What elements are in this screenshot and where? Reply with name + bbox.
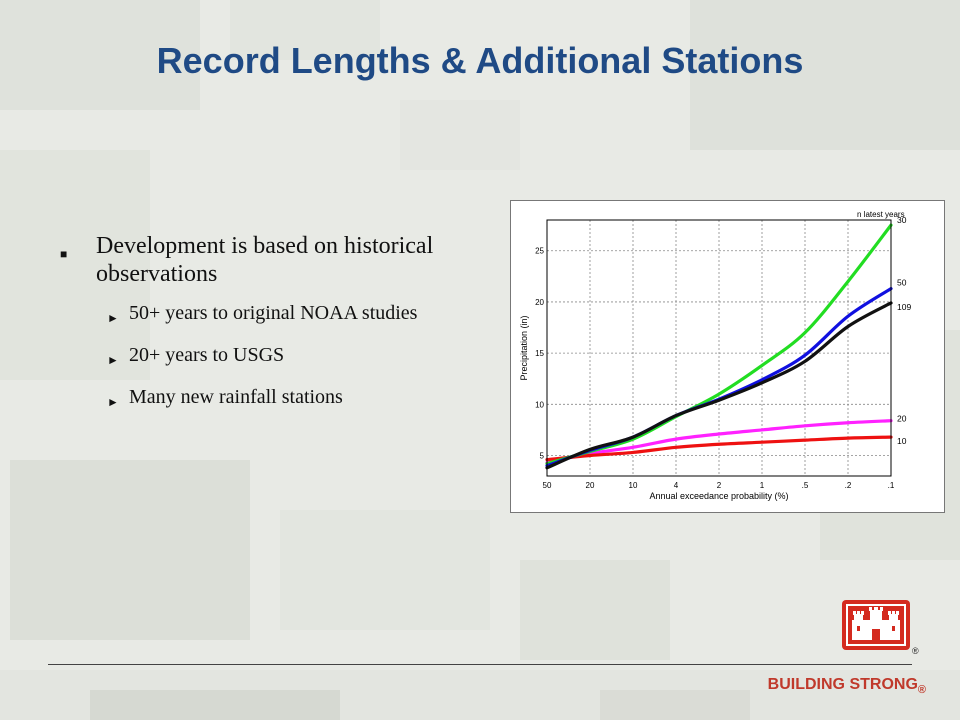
triangle-bullet-icon: ► (107, 311, 119, 325)
x-tick-label: 20 (586, 481, 595, 490)
main-bullet-text: Development is based on historical obser… (96, 233, 434, 287)
x-axis-title: Annual exceedance probability (%) (649, 491, 788, 501)
sub-bullet: ► 50+ years to original NOAA studies (107, 302, 460, 330)
plot-frame (546, 219, 892, 477)
x-tick-label: 1 (760, 481, 765, 490)
series-line-10 (545, 435, 893, 462)
y-tick-label: 5 (540, 452, 545, 461)
x-tick-label: 2 (717, 481, 722, 490)
x-tick-label: 4 (674, 481, 679, 490)
triangle-bullet-icon: ► (107, 395, 119, 409)
legend-title: n latest years (857, 210, 905, 219)
sub-bullet: ► 20+ years to USGS (107, 344, 460, 372)
bullet-list: ■ Development is based on historical obs… (60, 232, 460, 428)
y-tick-label: 20 (535, 298, 544, 307)
y-tick-label: 25 (535, 247, 544, 256)
y-tick-label: 15 (535, 349, 544, 358)
chart-canvas: 50 20 10 4 2 1 .5 .2 .1 5 10 15 20 25 30 50 109 20 10 n la… (519, 210, 911, 501)
sub-bullet-text: 20+ years to USGS (129, 344, 285, 366)
x-tick-label: .1 (888, 481, 895, 490)
sub-bullet: ► Many new rainfall stations (107, 386, 460, 414)
y-tick-label: 10 (535, 400, 544, 409)
tagline-text: BUILDING STRONG (767, 676, 918, 693)
series-label-30: 30 (897, 215, 907, 225)
logo-registered-mark: ® (912, 646, 919, 656)
precipitation-chart: 50 20 10 4 2 1 .5 .2 .1 5 10 15 20 25 30 50 109 20 10 n la… (510, 200, 945, 513)
x-tick-label: .2 (845, 481, 852, 490)
series-label-10: 10 (897, 436, 907, 446)
sub-bullet-text: 50+ years to original NOAA studies (129, 302, 418, 324)
building-strong-tagline: BUILDING STRONG® (768, 676, 926, 696)
series-label-50: 50 (897, 278, 907, 288)
y-axis-title: Precipitation (in) (519, 315, 529, 380)
x-tick-label: 50 (543, 481, 552, 490)
triangle-bullet-icon: ► (107, 353, 119, 367)
series-label-20: 20 (897, 414, 907, 424)
square-bullet-icon: ■ (60, 247, 68, 261)
x-tick-label: .5 (802, 481, 809, 490)
series-line-109 (545, 301, 893, 470)
main-bullet: ■ Development is based on historical obs… (60, 232, 460, 288)
series-label-109: 109 (897, 302, 911, 312)
x-tick-label: 10 (629, 481, 638, 490)
footer-divider (48, 664, 912, 665)
series-line-20 (545, 419, 893, 465)
sub-bullet-list: ► 50+ years to original NOAA studies ► 2… (107, 302, 460, 414)
slide-title: Record Lengths & Additional Stations (156, 40, 804, 81)
sub-bullet-text: Many new rainfall stations (129, 386, 343, 408)
usace-castle-logo (842, 600, 910, 650)
tagline-registered-mark: ® (917, 684, 926, 696)
